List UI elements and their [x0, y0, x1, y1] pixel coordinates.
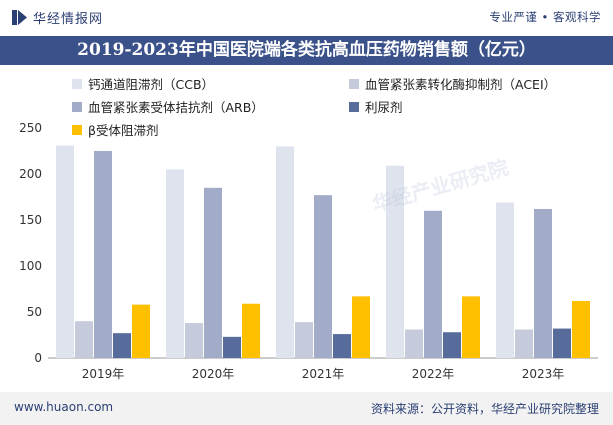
x-tick-label: 2022年: [412, 367, 455, 381]
bar-2-2021年: [295, 322, 313, 358]
tagline: 专业严谨 • 客观科学: [489, 10, 601, 24]
bar-3-2020年: [204, 187, 222, 358]
y-tick-label: 0: [34, 351, 42, 365]
x-tick-label: 2019年: [82, 367, 125, 381]
x-tick-label: 2021年: [302, 367, 345, 381]
brand-name: 华经情报网: [33, 11, 104, 27]
bar-1-2021年: [276, 146, 294, 358]
y-tick-label: 250: [19, 121, 42, 135]
legend-item-ccb[interactable]: 钙通道阻滞剂（CCB）: [72, 74, 214, 93]
legend-label-diuretic: 利尿剂: [365, 100, 403, 115]
y-tick-label: 100: [19, 259, 42, 273]
legend-swatch-acei: [349, 78, 359, 89]
bar-chart: 0 50 100 150 200 250 2019年 2020年 2021年 2022年 2023年: [19, 121, 598, 381]
legend-item-arb[interactable]: 血管紧张素受体拮抗剂（ARB）: [72, 97, 264, 116]
brand-logo-icon: [12, 9, 27, 25]
bar-4-2020年: [223, 336, 241, 358]
footer: www.huaon.com 资料来源：公开资料，华经产业研究院整理: [0, 392, 613, 425]
bar-2-2023年: [515, 329, 533, 358]
legend-label-ccb: 钙通道阻滞剂（CCB）: [88, 77, 215, 92]
legend-label-arb: 血管紧张素受体拮抗剂（ARB）: [88, 100, 264, 115]
bar-4-2019年: [113, 333, 131, 358]
footer-website[interactable]: www.huaon.com: [14, 400, 114, 414]
bar-2-2019年: [75, 321, 93, 358]
bar-3-2021年: [314, 195, 332, 358]
brand[interactable]: 华经情报网: [12, 8, 104, 27]
top-bar: 华经情报网 专业严谨 • 客观科学: [0, 0, 613, 36]
legend-label-beta-blocker: β受体阻滞剂: [88, 123, 159, 138]
bar-5-2021年: [352, 296, 370, 358]
x-tick-label: 2020年: [192, 367, 235, 381]
bar-4-2022年: [443, 332, 461, 358]
bar-3-2019年: [94, 151, 112, 358]
legend-swatch-diuretic: [349, 101, 359, 112]
y-tick-label: 200: [19, 167, 42, 181]
legend-swatch-arb: [72, 101, 82, 112]
bar-1-2019年: [56, 145, 74, 358]
bar-3-2023年: [534, 208, 552, 358]
bar-3-2022年: [424, 210, 442, 358]
bar-5-2019年: [132, 304, 150, 358]
legend-item-beta-blocker[interactable]: β受体阻滞剂: [72, 120, 158, 139]
bar-1-2022年: [386, 165, 404, 358]
bar-4-2021年: [333, 334, 351, 358]
y-tick-label: 50: [27, 305, 42, 319]
bar-5-2023年: [572, 300, 590, 358]
bar-5-2022年: [462, 296, 480, 358]
y-tick-label: 150: [19, 213, 42, 227]
legend: 钙通道阻滞剂（CCB） 血管紧张素转化酶抑制剂（ACEI） 血管紧张素受体拮抗剂…: [0, 68, 613, 138]
legend-item-acei[interactable]: 血管紧张素转化酶抑制剂（ACEI）: [349, 74, 556, 93]
legend-label-acei: 血管紧张素转化酶抑制剂（ACEI）: [365, 77, 557, 92]
bar-2-2020年: [185, 323, 203, 358]
legend-swatch-beta-blocker: [72, 124, 82, 135]
footer-source: 资料来源：公开资料，华经产业研究院整理: [370, 402, 599, 416]
bar-5-2020年: [242, 303, 260, 358]
bar-4-2023年: [553, 328, 571, 358]
x-tick-label: 2023年: [522, 367, 565, 381]
bar-2-2022年: [405, 329, 423, 358]
bar-1-2023年: [496, 202, 514, 358]
bar-1-2020年: [166, 169, 184, 358]
chart-title: 2019-2023年中国医院端各类抗高血压药物销售额（亿元）: [0, 36, 613, 65]
legend-item-diuretic[interactable]: 利尿剂: [349, 97, 403, 116]
legend-swatch-ccb: [72, 78, 82, 89]
